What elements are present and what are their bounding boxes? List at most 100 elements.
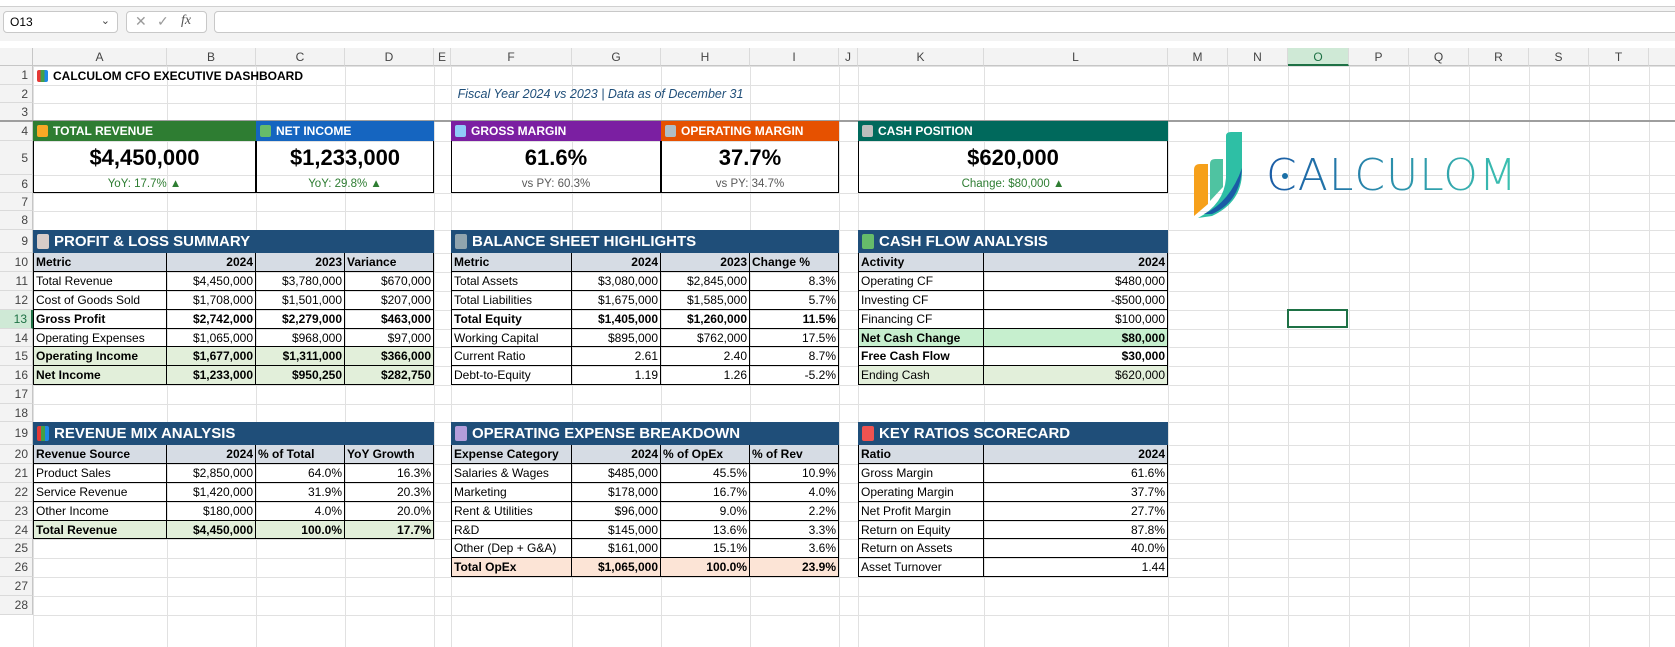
column-header-e[interactable]: E bbox=[434, 48, 451, 66]
column-header-i[interactable]: I bbox=[750, 48, 839, 66]
column-header-m[interactable]: M bbox=[1168, 48, 1228, 66]
row-label-cell[interactable]: Net Cash Change bbox=[858, 329, 984, 347]
insert-function-icon[interactable]: fx bbox=[181, 13, 192, 28]
row-header-20[interactable]: 20 bbox=[0, 445, 33, 464]
value-cell[interactable]: 2.40 bbox=[661, 347, 750, 366]
row-header-24[interactable]: 24 bbox=[0, 521, 33, 539]
row-label-cell[interactable]: Other (Dep + G&A) bbox=[451, 539, 572, 558]
row-header-27[interactable]: 27 bbox=[0, 577, 33, 596]
column-header-l[interactable]: L bbox=[984, 48, 1168, 66]
value-cell[interactable]: $1,260,000 bbox=[661, 310, 750, 329]
row-label-cell[interactable]: Return on Equity bbox=[858, 521, 984, 539]
column-header-p[interactable]: P bbox=[1349, 48, 1409, 66]
column-header-a[interactable]: A bbox=[33, 48, 167, 66]
column-header-r[interactable]: R bbox=[1469, 48, 1529, 66]
value-cell[interactable]: $3,780,000 bbox=[256, 272, 345, 291]
row-label-cell[interactable]: Other Income bbox=[33, 502, 167, 521]
row-label-cell[interactable]: Ending Cash bbox=[858, 366, 984, 385]
row-header-4[interactable]: 4 bbox=[0, 121, 33, 141]
column-header-d[interactable]: D bbox=[345, 48, 434, 66]
value-cell[interactable]: 23.9% bbox=[750, 558, 839, 577]
value-cell[interactable]: $2,279,000 bbox=[256, 310, 345, 329]
value-cell[interactable]: 2.2% bbox=[750, 502, 839, 521]
row-label-cell[interactable]: Net Income bbox=[33, 366, 167, 385]
value-cell[interactable]: $161,000 bbox=[572, 539, 661, 558]
value-cell[interactable]: $463,000 bbox=[345, 310, 434, 329]
value-cell[interactable]: 3.6% bbox=[750, 539, 839, 558]
row-label-cell[interactable]: Product Sales bbox=[33, 464, 167, 483]
value-cell[interactable]: 17.7% bbox=[345, 521, 434, 539]
value-cell[interactable]: 100.0% bbox=[661, 558, 750, 577]
value-cell[interactable]: $1,675,000 bbox=[572, 291, 661, 310]
row-label-cell[interactable]: Salaries & Wages bbox=[451, 464, 572, 483]
value-cell[interactable]: $480,000 bbox=[984, 272, 1168, 291]
cancel-icon[interactable]: ✕ bbox=[135, 13, 147, 29]
value-cell[interactable]: $485,000 bbox=[572, 464, 661, 483]
row-header-1[interactable]: 1 bbox=[0, 66, 33, 85]
row-label-cell[interactable]: Rent & Utilities bbox=[451, 502, 572, 521]
row-header-12[interactable]: 12 bbox=[0, 291, 33, 310]
row-label-cell[interactable]: Operating Income bbox=[33, 347, 167, 366]
row-header-14[interactable]: 14 bbox=[0, 329, 33, 347]
row-label-cell[interactable]: Total Equity bbox=[451, 310, 572, 329]
row-label-cell[interactable]: Financing CF bbox=[858, 310, 984, 329]
row-label-cell[interactable]: Gross Profit bbox=[33, 310, 167, 329]
row-label-cell[interactable]: Total Revenue bbox=[33, 272, 167, 291]
row-header-15[interactable]: 15 bbox=[0, 347, 33, 366]
column-header-c[interactable]: C bbox=[256, 48, 345, 66]
value-cell[interactable]: $4,450,000 bbox=[167, 272, 256, 291]
column-header-s[interactable]: S bbox=[1529, 48, 1589, 66]
value-cell[interactable]: 100.0% bbox=[256, 521, 345, 539]
row-label-cell[interactable]: Operating Margin bbox=[858, 483, 984, 502]
row-label-cell[interactable]: Total Revenue bbox=[33, 521, 167, 539]
value-cell[interactable]: $178,000 bbox=[572, 483, 661, 502]
value-cell[interactable]: 64.0% bbox=[256, 464, 345, 483]
row-header-18[interactable]: 18 bbox=[0, 404, 33, 422]
value-cell[interactable]: $1,065,000 bbox=[572, 558, 661, 577]
row-label-cell[interactable]: Operating Expenses bbox=[33, 329, 167, 347]
value-cell[interactable]: $30,000 bbox=[984, 347, 1168, 366]
row-header-3[interactable]: 3 bbox=[0, 103, 33, 121]
value-cell[interactable]: $4,450,000 bbox=[167, 521, 256, 539]
row-label-cell[interactable]: Working Capital bbox=[451, 329, 572, 347]
row-label-cell[interactable]: Total OpEx bbox=[451, 558, 572, 577]
value-cell[interactable]: $1,708,000 bbox=[167, 291, 256, 310]
row-label-cell[interactable]: Total Liabilities bbox=[451, 291, 572, 310]
value-cell[interactable]: $2,742,000 bbox=[167, 310, 256, 329]
row-label-cell[interactable]: Free Cash Flow bbox=[858, 347, 984, 366]
chevron-down-icon[interactable]: ⌄ bbox=[100, 15, 110, 27]
value-cell[interactable]: -$500,000 bbox=[984, 291, 1168, 310]
value-cell[interactable]: $950,250 bbox=[256, 366, 345, 385]
value-cell[interactable]: 4.0% bbox=[750, 483, 839, 502]
value-cell[interactable]: $1,585,000 bbox=[661, 291, 750, 310]
column-header-j[interactable]: J bbox=[839, 48, 858, 66]
value-cell[interactable]: 27.7% bbox=[984, 502, 1168, 521]
row-header-5[interactable]: 5 bbox=[0, 141, 33, 175]
row-header-16[interactable]: 16 bbox=[0, 366, 33, 385]
column-header-f[interactable]: F bbox=[451, 48, 572, 66]
row-header-2[interactable]: 2 bbox=[0, 85, 33, 103]
value-cell[interactable]: 17.5% bbox=[750, 329, 839, 347]
column-header-n[interactable]: N bbox=[1228, 48, 1288, 66]
selected-cell-o13[interactable] bbox=[1287, 309, 1348, 328]
row-label-cell[interactable]: Operating CF bbox=[858, 272, 984, 291]
value-cell[interactable]: 87.8% bbox=[984, 521, 1168, 539]
value-cell[interactable]: 37.7% bbox=[984, 483, 1168, 502]
value-cell[interactable]: 31.9% bbox=[256, 483, 345, 502]
column-header-q[interactable]: Q bbox=[1409, 48, 1469, 66]
row-header-17[interactable]: 17 bbox=[0, 385, 33, 404]
row-label-cell[interactable]: Asset Turnover bbox=[858, 558, 984, 577]
row-label-cell[interactable]: Return on Assets bbox=[858, 539, 984, 558]
row-label-cell[interactable]: Gross Margin bbox=[858, 464, 984, 483]
row-header-9[interactable]: 9 bbox=[0, 230, 33, 253]
value-cell[interactable]: $96,000 bbox=[572, 502, 661, 521]
name-box[interactable]: O13 ⌄ bbox=[3, 11, 118, 33]
row-header-22[interactable]: 22 bbox=[0, 483, 33, 502]
value-cell[interactable]: $1,233,000 bbox=[167, 366, 256, 385]
row-label-cell[interactable]: Cost of Goods Sold bbox=[33, 291, 167, 310]
select-all-corner[interactable] bbox=[0, 48, 33, 66]
value-cell[interactable]: 1.44 bbox=[984, 558, 1168, 577]
row-label-cell[interactable]: Current Ratio bbox=[451, 347, 572, 366]
row-label-cell[interactable]: R&D bbox=[451, 521, 572, 539]
enter-icon[interactable]: ✓ bbox=[157, 13, 169, 29]
